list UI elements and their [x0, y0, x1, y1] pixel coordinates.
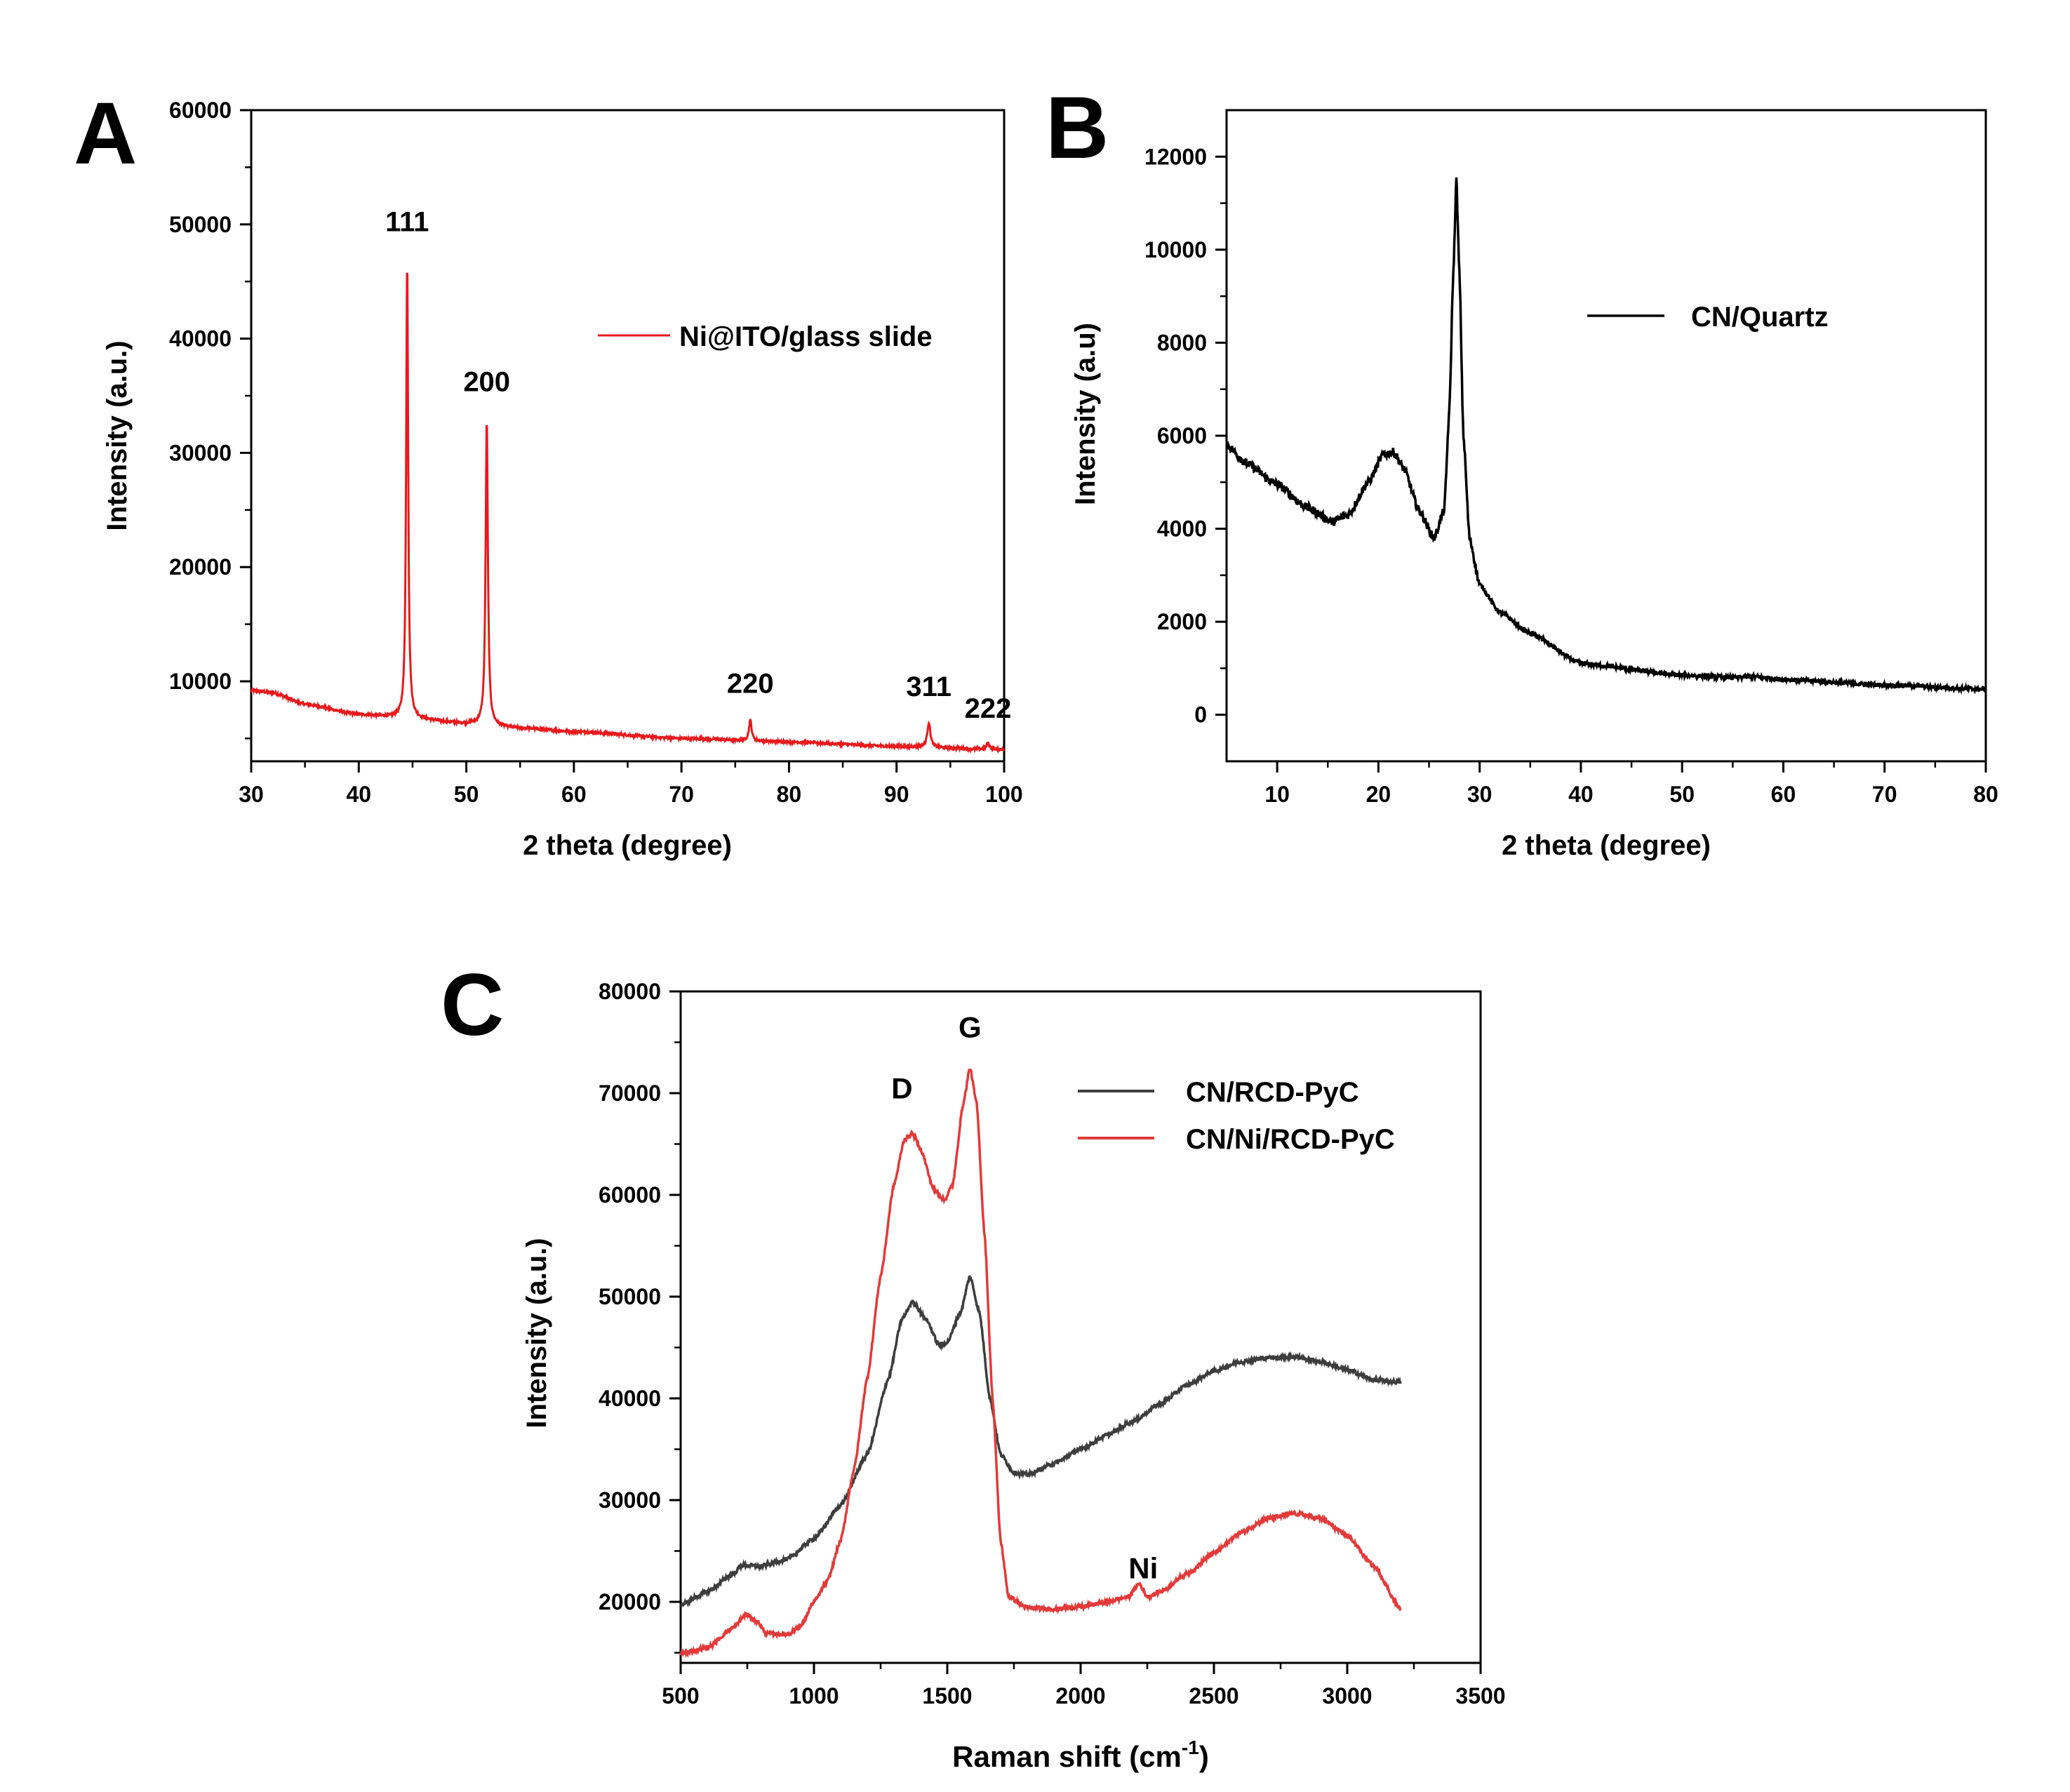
- x-tick-label: 90: [884, 782, 909, 807]
- x-axis-label-c-end: ): [1199, 1740, 1209, 1773]
- x-tick-label: 500: [662, 1683, 699, 1709]
- x-tick-label: 50: [454, 782, 479, 807]
- y-tick-labels-a: 10000 20000 30000 40000 50000 60000: [169, 98, 232, 694]
- y-tick-label: 10000: [1144, 237, 1207, 262]
- annotation-label: D: [891, 1071, 912, 1104]
- x-tick-label: 3000: [1322, 1683, 1372, 1709]
- y-tick-label: 40000: [599, 1386, 661, 1411]
- x-tick-label: 3500: [1455, 1683, 1505, 1709]
- legend-label-c-0: CN/RCD-PyC: [1186, 1077, 1359, 1108]
- annotation-labels-c: D G Ni: [891, 1010, 1158, 1584]
- peak-label: 311: [906, 671, 951, 702]
- x-axis-label-c: Raman shift (cm-1): [952, 1737, 1209, 1773]
- x-tick-label: 30: [1467, 782, 1493, 807]
- series-line-cn-quartz: [1225, 177, 1987, 695]
- x-tick-label: 70: [669, 782, 694, 807]
- y-axis-label-b: Intensity (a.u): [1070, 323, 1101, 505]
- y-tick-label: 6000: [1157, 423, 1207, 448]
- x-tick-label: 10: [1264, 782, 1290, 807]
- x-tick-label: 50: [1669, 782, 1695, 807]
- peak-label: 222: [965, 693, 1012, 724]
- y-tick-label: 8000: [1157, 330, 1207, 355]
- x-tick-label: 100: [985, 782, 1022, 807]
- peak-labels-a: 111 200 220 311 222: [385, 207, 1011, 725]
- x-tick-label: 2500: [1189, 1683, 1238, 1709]
- series-line-cn-ni-rcd-pyc: [679, 1068, 1402, 1659]
- x-tick-label: 2000: [1055, 1683, 1105, 1709]
- x-axis-label-a: 2 theta (degree): [523, 830, 732, 861]
- panel-b-chart: B 10 20 30 40 50 60 70 80 0 2000 4000 6000 8000 1000…: [1046, 79, 1998, 861]
- series-line-cn-rcd-pyc: [680, 1275, 1402, 1608]
- x-tick-label: 1000: [789, 1683, 839, 1709]
- panel-a-chart: A 30 40 50 60 70 80 90 100 10000 20000 30000 40000…: [74, 85, 1023, 861]
- panel-c-chart: C 500 1000 1500 2000 2500 3000 3500 20000 30000…: [441, 956, 1506, 1773]
- x-tick-label: 80: [777, 782, 802, 807]
- tick-marks-c: [669, 990, 1482, 1674]
- peak-label: 111: [385, 207, 429, 238]
- x-axis-label-c-main: Raman shift (cm: [952, 1740, 1182, 1773]
- panel-letter-c: C: [441, 956, 504, 1054]
- legend-label-b: CN/Quartz: [1691, 302, 1829, 333]
- x-tick-label: 60: [561, 782, 587, 807]
- x-tick-label: 40: [1568, 782, 1594, 807]
- y-tick-labels-c: 20000 30000 40000 50000 60000 70000 80000: [599, 979, 661, 1614]
- series-line-ni-ito: [250, 272, 1005, 754]
- tick-marks-a: [240, 109, 1006, 773]
- legend-label-c-1: CN/Ni/RCD-PyC: [1186, 1124, 1395, 1155]
- legend-label-a: Ni@ITO/glass slide: [679, 321, 933, 352]
- y-tick-label: 20000: [599, 1589, 661, 1614]
- x-axis-label-c-sup: -1: [1182, 1737, 1199, 1758]
- y-tick-label: 70000: [599, 1081, 661, 1106]
- tick-marks-b: [1215, 155, 1987, 773]
- y-tick-label: 60000: [599, 1182, 661, 1208]
- x-tick-label: 30: [239, 782, 264, 807]
- y-axis-label-c: Intensity (a.u.): [521, 1238, 552, 1428]
- x-tick-label: 40: [346, 782, 371, 807]
- x-tick-labels-b: 10 20 30 40 50 60 70 80: [1264, 782, 1998, 807]
- x-tick-label: 20: [1366, 782, 1391, 807]
- annotation-label: Ni: [1128, 1552, 1158, 1585]
- y-tick-label: 10000: [169, 669, 232, 694]
- y-tick-label: 2000: [1157, 609, 1207, 634]
- x-tick-labels-a: 30 40 50 60 70 80 90 100: [239, 782, 1022, 807]
- x-tick-label: 80: [1973, 782, 1998, 807]
- y-axis-label-a: Intensity (a.u.): [102, 340, 133, 530]
- y-tick-label: 50000: [169, 212, 232, 237]
- peak-label: 200: [463, 367, 510, 398]
- y-tick-label: 80000: [599, 979, 661, 1004]
- x-tick-label: 1500: [922, 1683, 972, 1709]
- x-tick-labels-c: 500 1000 1500 2000 2500 3000 3500: [662, 1683, 1505, 1709]
- peak-label: 220: [727, 668, 774, 699]
- panel-letter-a: A: [74, 85, 137, 182]
- annotation-label: G: [959, 1010, 982, 1043]
- y-tick-label: 30000: [169, 440, 232, 465]
- y-tick-label: 4000: [1157, 516, 1207, 542]
- panel-letter-b: B: [1046, 79, 1109, 177]
- y-tick-label: 60000: [169, 98, 232, 123]
- x-axis-label-b: 2 theta (degree): [1502, 830, 1711, 861]
- y-tick-label: 40000: [169, 326, 232, 352]
- y-tick-label: 50000: [599, 1284, 661, 1309]
- x-tick-label: 70: [1872, 782, 1897, 807]
- y-tick-labels-b: 0 2000 4000 6000 8000 10000 12000: [1144, 144, 1207, 727]
- y-tick-label: 0: [1194, 702, 1207, 728]
- x-tick-label: 60: [1771, 782, 1796, 807]
- y-tick-label: 30000: [599, 1487, 661, 1513]
- y-tick-label: 20000: [169, 554, 232, 580]
- plot-frame-a: [250, 109, 1006, 763]
- y-tick-label: 12000: [1144, 144, 1207, 169]
